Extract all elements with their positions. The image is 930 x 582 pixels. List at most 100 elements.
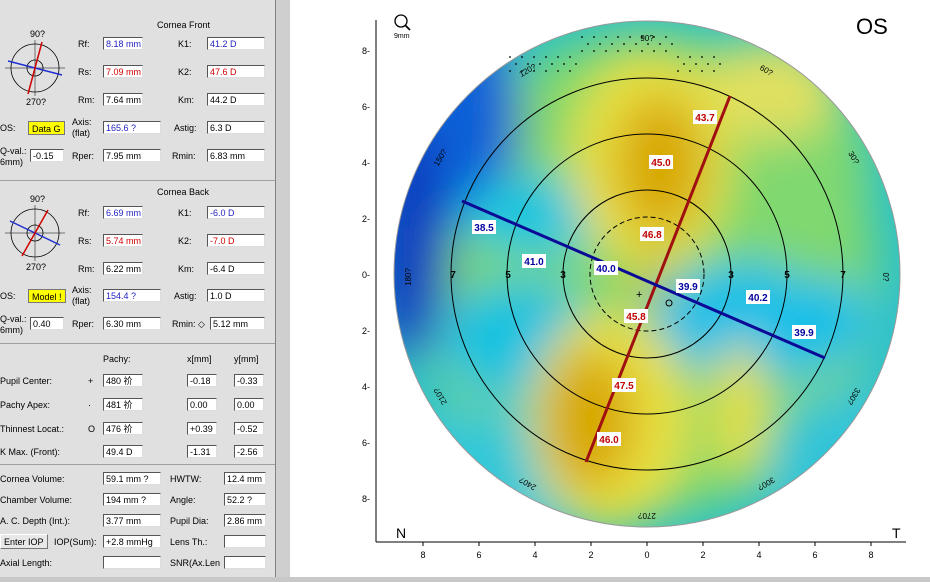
pachy-row-x: -0.18 bbox=[187, 374, 217, 387]
front-km-label: Km: bbox=[178, 95, 195, 105]
zoom-icon[interactable]: 9mm bbox=[394, 14, 411, 40]
y-tick-label: 8- bbox=[362, 46, 370, 56]
measurement-dot bbox=[575, 63, 577, 65]
measurement-dot bbox=[665, 36, 667, 38]
flat-value-label-box bbox=[746, 290, 770, 304]
measurement-dot bbox=[653, 50, 655, 52]
back-k2-label: K2: bbox=[178, 236, 192, 246]
back-km-label: Km: bbox=[178, 264, 195, 274]
measurement-dot bbox=[521, 70, 523, 72]
back-rper-value: 6.30 mm bbox=[103, 317, 161, 330]
measurement-dot bbox=[713, 70, 715, 72]
measurement-dot bbox=[635, 43, 637, 45]
iop-label: IOP(Sum): bbox=[54, 537, 97, 547]
y-tick-label: 2- bbox=[362, 326, 370, 336]
x-column-header: x[mm] bbox=[187, 354, 212, 364]
measurement-dot bbox=[605, 36, 607, 38]
measurement-dot bbox=[689, 56, 691, 58]
pachy-row-value: 476 祄 bbox=[103, 422, 143, 435]
back-rm-label: Rm: bbox=[78, 264, 95, 274]
measurement-dot bbox=[719, 63, 721, 65]
front-mini-bottom-label: 270? bbox=[26, 97, 46, 107]
pupil-dia-label: Pupil Dia: bbox=[170, 516, 209, 526]
back-rf-value: 6.69 mm bbox=[103, 206, 143, 219]
degree-label: 270? bbox=[638, 511, 656, 520]
steep-value-label-box bbox=[649, 155, 673, 169]
zoom-icon-label: 9mm bbox=[394, 33, 410, 40]
front-qs-badge[interactable]: Data G bbox=[28, 121, 65, 135]
y-tick-label: 0- bbox=[362, 270, 370, 280]
back-rf-label: Rf: bbox=[78, 208, 90, 218]
back-mini-top-label: 90? bbox=[30, 194, 45, 204]
pachy-row-label: Thinnest Locat.: bbox=[0, 424, 65, 434]
measurement-dot bbox=[569, 70, 571, 72]
measurement-dot bbox=[527, 63, 529, 65]
measurement-dot bbox=[671, 43, 673, 45]
measurement-dot bbox=[617, 36, 619, 38]
flat-value-label: 40.0 bbox=[596, 264, 616, 275]
y-tick-label: 4- bbox=[362, 158, 370, 168]
x-tick-label: 0 bbox=[644, 550, 649, 560]
steep-value-label: 45.0 bbox=[651, 158, 671, 169]
snr-label: SNR(Ax.Len bbox=[170, 558, 221, 568]
front-rs-value: 7.09 mm bbox=[103, 65, 143, 78]
back-axis-label: Axis: (flat) bbox=[72, 285, 92, 306]
measurement-dot bbox=[539, 63, 541, 65]
ring-labels: 7 5 3 3 5 7 bbox=[450, 270, 846, 281]
back-rm-value: 6.22 mm bbox=[103, 262, 143, 275]
steep-value-label-box bbox=[612, 378, 636, 392]
measurement-dot bbox=[557, 56, 559, 58]
front-qs-label: OS: bbox=[0, 123, 16, 133]
x-tick-label: 6 bbox=[812, 550, 817, 560]
cornea-front-section: Cornea Front 90? 270? Rf: 8.18 mm Rs: 7.… bbox=[0, 0, 275, 181]
parameter-panel: Cornea Front 90? 270? Rf: 8.18 mm Rs: 7.… bbox=[0, 0, 276, 577]
enter-iop-button[interactable]: Enter IOP bbox=[0, 534, 48, 549]
front-mini-top-label: 90? bbox=[30, 29, 45, 39]
measurement-dot bbox=[617, 50, 619, 52]
pachy-row-label: K Max. (Front): bbox=[0, 447, 61, 457]
front-qval-label: Q-val.: 6mm) bbox=[0, 146, 27, 167]
steep-value-label-box bbox=[597, 432, 621, 446]
back-k1-label: K1: bbox=[178, 208, 192, 218]
thinnest-location-marker bbox=[665, 299, 673, 307]
pupil-center-marker: + bbox=[636, 289, 642, 301]
front-rs-label: Rs: bbox=[78, 67, 92, 77]
x-axis-ticks: 8 6 4 2 0 2 4 6 8 bbox=[420, 542, 874, 560]
cornea-volume-label: Cornea Volume: bbox=[0, 474, 65, 484]
flat-value-label-box bbox=[522, 254, 546, 268]
y-tick-label: 6- bbox=[362, 102, 370, 112]
front-astig-label: Astig: bbox=[174, 123, 197, 133]
front-axis-value: 165.6 ? bbox=[103, 121, 161, 134]
front-k2-value: 47.6 D bbox=[207, 65, 265, 78]
flat-value-label: 39.9 bbox=[794, 328, 814, 339]
y-axis-ticks: 8- 6- 4- 2- 0- 2- 4- 6- 8- bbox=[362, 46, 370, 504]
anterior-chamber-section: Cornea Volume: 59.1 mm ? HWTW: 12.4 mm C… bbox=[0, 465, 275, 577]
pachy-row-label: Pachy Apex: bbox=[0, 400, 51, 410]
angle-value: 52.2 ? bbox=[224, 493, 266, 506]
y-tick-label: 2- bbox=[362, 214, 370, 224]
back-qs-badge[interactable]: Model ! bbox=[28, 289, 66, 303]
front-rf-label: Rf: bbox=[78, 39, 90, 49]
y-tick-label: 4- bbox=[362, 382, 370, 392]
x-tick-label: 4 bbox=[532, 550, 537, 560]
pachy-column-header: Pachy: bbox=[103, 354, 131, 364]
pachy-row-symbol: · bbox=[88, 400, 91, 410]
x-tick-label: 6 bbox=[476, 550, 481, 560]
steep-value-label-box bbox=[624, 309, 648, 323]
front-k2-label: K2: bbox=[178, 67, 192, 77]
back-qs-label: OS: bbox=[0, 291, 16, 301]
flat-value-label-box bbox=[472, 220, 496, 234]
x-tick-label: 8 bbox=[868, 550, 873, 560]
pachy-row-y: -2.56 bbox=[234, 445, 264, 458]
back-astig-value: 1.0 D bbox=[207, 289, 265, 302]
front-k1-value: 41.2 D bbox=[207, 37, 265, 50]
ring-label: 3 bbox=[728, 270, 734, 281]
flat-meridian bbox=[461, 199, 826, 360]
back-rs-label: Rs: bbox=[78, 236, 92, 246]
panel-divider bbox=[276, 0, 290, 577]
y-column-header: y[mm] bbox=[234, 354, 259, 364]
flat-value-label-box bbox=[792, 325, 816, 339]
measurement-dot bbox=[641, 50, 643, 52]
ring-label: 5 bbox=[505, 270, 511, 281]
